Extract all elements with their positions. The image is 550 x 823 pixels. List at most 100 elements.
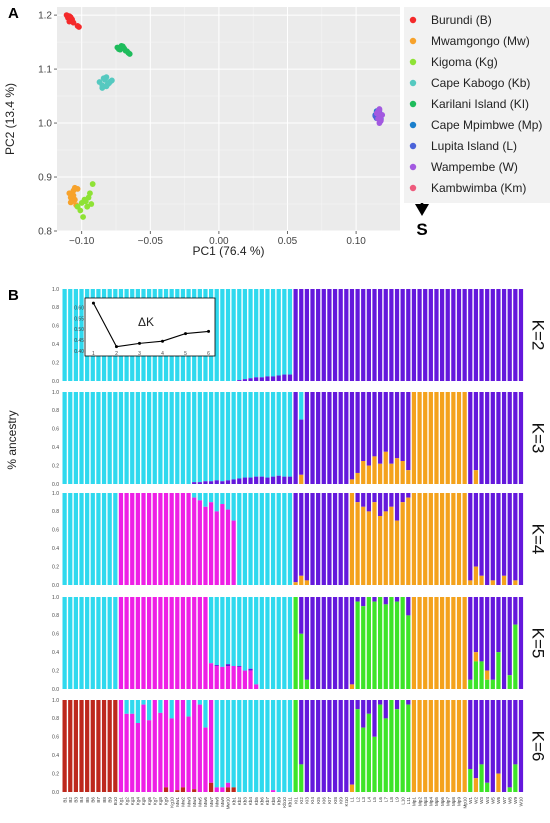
legend-label-l: Lupita Island (L)	[431, 139, 517, 153]
ancestry-bar-k4	[180, 493, 186, 585]
ancestry-bar-k6	[197, 704, 202, 792]
ancestry-bar-k3	[265, 477, 270, 484]
ancestry-bar-k5	[332, 597, 338, 689]
ancestry-bar-k3	[147, 392, 152, 484]
ancestry-bar-k3	[214, 392, 219, 481]
ancestry-bar-k3	[180, 392, 186, 484]
ancestry-bar-k2	[248, 378, 253, 381]
sample-label: B7	[96, 797, 101, 803]
ancestry-bar-k4	[378, 516, 383, 585]
structure-y-tick-label: 0.0	[52, 583, 59, 589]
ancestry-bar-k5	[225, 664, 231, 666]
ancestry-bar-k3	[208, 481, 214, 484]
ancestry-bar-k2	[270, 376, 276, 381]
legend-swatch-mw	[409, 37, 417, 45]
ancestry-bar-k5	[400, 597, 405, 689]
sample-label: Mw6	[203, 797, 208, 807]
ancestry-bar-k2	[507, 289, 512, 381]
ancestry-bar-k4	[192, 497, 197, 585]
ancestry-bar-k4	[169, 493, 174, 585]
ancestry-bar-k6	[310, 700, 315, 792]
ancestry-bar-k3	[434, 392, 439, 484]
ancestry-bar-k5	[378, 597, 383, 689]
ancestry-bar-k3	[389, 463, 394, 484]
ancestry-bar-k4	[203, 493, 208, 507]
ancestry-bar-k2	[400, 289, 405, 381]
ancestry-bar-k5	[355, 601, 360, 689]
ancestry-bar-k5	[383, 604, 388, 689]
ancestry-bar-k4	[518, 493, 524, 585]
ancestry-bar-k3	[270, 392, 276, 477]
pca-point-b	[76, 24, 82, 30]
ancestry-bar-k4	[406, 493, 411, 498]
ancestry-bar-k6	[383, 700, 388, 719]
structure-y-tick-label: 0.8	[52, 613, 59, 619]
ancestry-bar-k4	[468, 580, 473, 585]
sample-label: W3	[479, 797, 484, 804]
ancestry-bar-k4	[101, 493, 107, 585]
ancestry-bar-k5	[259, 597, 264, 689]
pca-point-kb	[108, 77, 115, 84]
ancestry-bar-k6	[321, 700, 326, 792]
ancestry-bar-k5	[135, 597, 140, 689]
legend-label-mp: Cape Mpimbwe (Mp)	[431, 118, 542, 132]
ancestry-bar-k6	[237, 700, 242, 792]
ancestry-bar-k4	[327, 493, 332, 585]
sample-label: Mw1	[175, 797, 180, 807]
legend-swatch-l	[409, 142, 417, 150]
k-label-4: K=4	[529, 524, 548, 555]
inset-y-tick-label: 0.40	[74, 349, 84, 355]
ancestry-bar-k5	[473, 661, 479, 689]
sample-label: Mw8	[214, 797, 219, 807]
ancestry-bar-k6	[163, 700, 169, 788]
ancestry-bar-k3	[282, 392, 287, 477]
ancestry-bar-k4	[428, 493, 433, 585]
ancestry-bar-k3	[299, 419, 304, 475]
ancestry-bar-k3	[327, 392, 332, 484]
pca-y-tick-label: 0.9	[38, 173, 52, 184]
sample-label: KI8	[333, 797, 338, 804]
ancestry-bar-k3	[270, 476, 276, 484]
ancestry-bar-k2	[439, 289, 445, 381]
sample-label: Mp1	[412, 797, 417, 806]
ancestry-bar-k5	[366, 597, 371, 689]
ancestry-bar-k6	[349, 700, 355, 785]
ancestry-bar-k3	[276, 392, 281, 476]
ancestry-bar-k5	[85, 597, 90, 689]
ancestry-bar-k5	[282, 597, 287, 689]
ancestry-bar-k5	[513, 624, 518, 689]
ancestry-bar-k2	[220, 289, 225, 381]
structure-y-tick-label: 1.0	[52, 390, 59, 396]
ancestry-bar-k5	[468, 679, 473, 689]
ancestry-bar-k6	[485, 700, 490, 783]
ancestry-bar-k6	[73, 700, 79, 792]
structure-y-tick-label: 0.0	[52, 687, 59, 693]
sample-label: KI5	[316, 797, 321, 804]
ancestry-bar-k4	[113, 493, 118, 585]
pca-point-w	[379, 112, 386, 118]
ancestry-bar-k3	[299, 392, 304, 420]
ancestry-bar-k4	[124, 493, 129, 585]
structure-y-tick-label: 1.0	[52, 491, 59, 497]
pca-point-kg	[80, 214, 86, 220]
ancestry-bar-k5	[518, 597, 524, 689]
inset-x-tick-label: 3	[138, 351, 141, 357]
ancestry-bar-k2	[434, 289, 439, 381]
ancestry-bar-k3	[507, 392, 512, 484]
ancestry-bar-k3	[406, 470, 411, 484]
ancestry-bar-k6	[79, 700, 84, 792]
ancestry-bar-k6	[208, 700, 214, 783]
structure-y-tick-label: 0.4	[52, 342, 59, 348]
ancestry-bar-k6	[220, 700, 225, 788]
ancestry-bar-k6	[299, 764, 304, 792]
ancestry-bar-k6	[254, 700, 259, 792]
ancestry-bar-k5	[208, 663, 214, 689]
ancestry-bar-k6	[417, 700, 422, 792]
ancestry-bar-k5	[214, 666, 219, 689]
legend-label-km: Kambwimba (Km)	[431, 181, 526, 195]
ancestry-bar-k5	[152, 597, 157, 689]
sample-label: W9	[513, 797, 518, 804]
k-label-3: K=3	[529, 423, 548, 454]
ancestry-bar-k2	[68, 289, 73, 381]
ancestry-bar-k3	[411, 392, 417, 484]
